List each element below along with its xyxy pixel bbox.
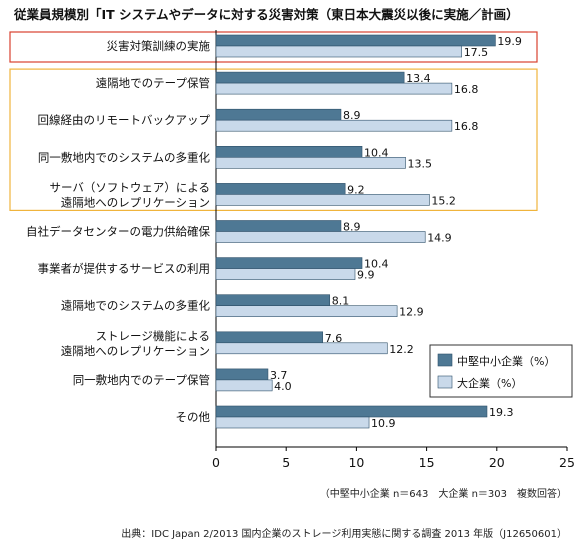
data-label: 10.9 — [371, 417, 396, 430]
bar — [215, 146, 363, 158]
category-label: ストレージ機能による — [96, 329, 210, 343]
category-label: 遠隔地へのレプリケーション — [61, 195, 210, 209]
data-label: 3.7 — [270, 369, 288, 382]
data-label: 12.9 — [399, 306, 424, 319]
data-label: 15.2 — [431, 194, 456, 207]
x-tick-label: 10 — [348, 455, 364, 470]
bar — [215, 183, 346, 195]
category-label: 自社データセンターの電力供給確保 — [26, 225, 210, 239]
data-label: 12.2 — [389, 343, 414, 356]
category-label: 遠隔地でのシステムの多重化 — [61, 299, 211, 313]
bar — [215, 119, 453, 132]
x-tick-label: 25 — [559, 455, 575, 470]
category-label: 遠隔地へのレプリケーション — [61, 344, 210, 358]
data-label: 14.9 — [427, 232, 452, 245]
bar — [215, 157, 406, 169]
legend-swatch — [437, 353, 453, 367]
data-label: 16.8 — [454, 83, 479, 96]
x-tick-label: 0 — [212, 455, 220, 470]
category-label: 回線経由のリモートバックアップ — [38, 113, 211, 127]
highlight-box-1 — [9, 31, 538, 63]
legend-label: 大企業（%） — [457, 376, 522, 390]
bar — [215, 82, 453, 95]
bar — [215, 257, 363, 269]
x-tick-label: 20 — [489, 455, 505, 470]
source-text: 出典：IDC Japan 2/2013 国内企業のストレージ利用実態に関する調査… — [121, 527, 567, 540]
data-label: 8.9 — [343, 221, 361, 234]
data-label: 4.0 — [274, 380, 292, 393]
data-label: 10.4 — [364, 146, 389, 159]
data-label: 8.9 — [343, 109, 361, 122]
category-label: 同一敷地内でのシステムの多重化 — [38, 150, 211, 164]
bar — [215, 368, 269, 381]
data-label: 7.6 — [325, 332, 343, 345]
category-label: 事業者が提供するサービスの利用 — [38, 262, 211, 276]
data-label: 9.2 — [347, 183, 365, 196]
bar — [215, 342, 388, 355]
legend-label: 中堅中小企業（%） — [457, 354, 555, 368]
x-tick-label: 15 — [419, 455, 435, 470]
bar — [215, 45, 462, 58]
category-label: 遠隔地でのテープ保管 — [96, 76, 210, 90]
data-label: 19.9 — [497, 35, 522, 48]
bar — [215, 379, 273, 392]
data-label: 16.8 — [454, 120, 479, 133]
category-label: 災害対策訓練の実施 — [107, 39, 211, 53]
bar — [215, 34, 496, 47]
bar — [215, 405, 488, 418]
highlight-box-2 — [9, 68, 538, 212]
bar — [215, 220, 342, 232]
bar — [215, 416, 370, 429]
bar — [215, 331, 324, 344]
bar — [215, 268, 356, 280]
sample-note: （中堅中小企業 n＝643 大企業 n＝303 複数回答） — [320, 487, 567, 500]
bar — [215, 108, 342, 121]
bar — [215, 194, 430, 206]
bar — [215, 305, 398, 318]
category-label: サーバ（ソフトウェア）による — [49, 180, 210, 194]
legend-swatch — [437, 375, 453, 389]
x-tick-label: 5 — [282, 455, 290, 470]
data-label: 13.4 — [406, 72, 431, 85]
category-label: 同一敷地内でのテープ保管 — [73, 373, 210, 387]
data-label: 10.4 — [364, 258, 389, 271]
data-label: 9.9 — [357, 269, 375, 282]
data-label: 19.3 — [489, 406, 514, 419]
data-label: 13.5 — [408, 157, 433, 170]
data-label: 17.5 — [464, 46, 489, 59]
category-label: その他 — [176, 410, 211, 424]
legend-box — [429, 344, 573, 398]
data-label: 8.1 — [332, 295, 350, 308]
bar — [215, 71, 405, 84]
bar — [215, 294, 331, 307]
chart-title: 従業員規模別「IT システムやデータに対する災害対策（東日本大震災以後に実施／計… — [13, 7, 519, 22]
bar — [215, 231, 426, 243]
